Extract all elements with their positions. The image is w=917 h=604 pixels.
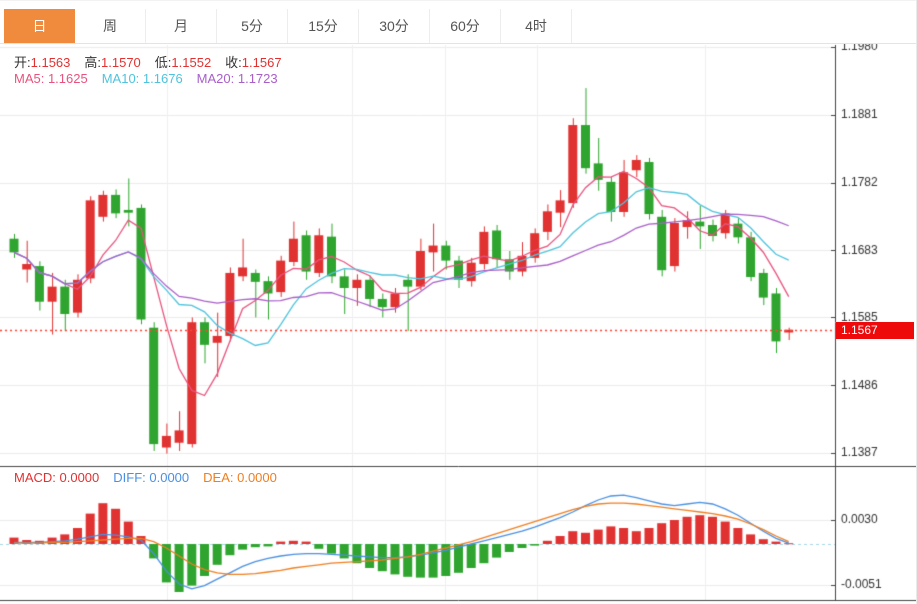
macd-label: DIFF: [113,470,146,485]
ohlc-label: 开: [14,55,31,70]
macd-item: DIFF: 0.0000 [113,470,189,485]
ma-value: 1.1625 [44,71,88,86]
tab-4hour[interactable]: 4时 [501,9,572,43]
macd-value: 0.0000 [145,470,190,485]
tab-30min[interactable]: 30分 [359,9,430,43]
ma-label: MA20: [196,71,235,86]
ohlc-value: 1.1570 [101,55,141,70]
ma-legend: MA5: 1.1625 MA10: 1.1676 MA20: 1.1723 [14,71,292,86]
tab-day[interactable]: 日 [4,9,75,43]
ohlc-item: 低:1.1552 [155,55,211,70]
tab-60min[interactable]: 60分 [430,9,501,43]
macd-legend: MACD: 0.0000 DIFF: 0.0000 DEA: 0.0000 [14,470,291,485]
macd-item: MACD: 0.0000 [14,470,99,485]
ma-value: 1.1676 [139,71,183,86]
ohlc-value: 1.1552 [171,55,212,70]
current-price-badge: 1.1567 [836,321,914,339]
macd-value: 0.0000 [55,470,100,485]
ohlc-item: 高:1.1570 [84,55,140,70]
ohlc-label: 收: [225,55,242,70]
ohlc-label: 低: [154,55,172,70]
ma-item: MA20: 1.1723 [197,71,278,86]
ohlc-value: 1.1567 [241,55,282,70]
tab-month[interactable]: 月 [146,9,217,43]
ma-label: MA10: [101,71,140,86]
tab-week[interactable]: 周 [75,9,146,43]
ma-item: MA5: 1.1625 [14,71,88,86]
interval-tabbar: 日周月 5分 15分 30分 60分 4时 [0,0,916,44]
ohlc-item: 收:1.1567 [225,55,281,70]
ohlc-label: 高: [84,55,102,70]
ohlc-value: 1.1563 [30,55,71,70]
macd-label: DEA: [203,470,234,485]
tab-5min[interactable]: 5分 [217,9,288,43]
macd-item: DEA: 0.0000 [203,470,277,485]
ohlc-legend: 开:1.1563 高:1.1570 低:1.1552 收:1.1567 [14,52,296,71]
macd-label: MACD: [14,470,56,485]
macd-value: 0.0000 [233,470,277,485]
ma-label: MA5: [14,71,45,86]
ohlc-item: 开:1.1563 [14,55,70,70]
ma-item: MA10: 1.1676 [102,71,183,86]
tab-15min[interactable]: 15分 [288,9,359,43]
ma-value: 1.1723 [234,71,278,86]
